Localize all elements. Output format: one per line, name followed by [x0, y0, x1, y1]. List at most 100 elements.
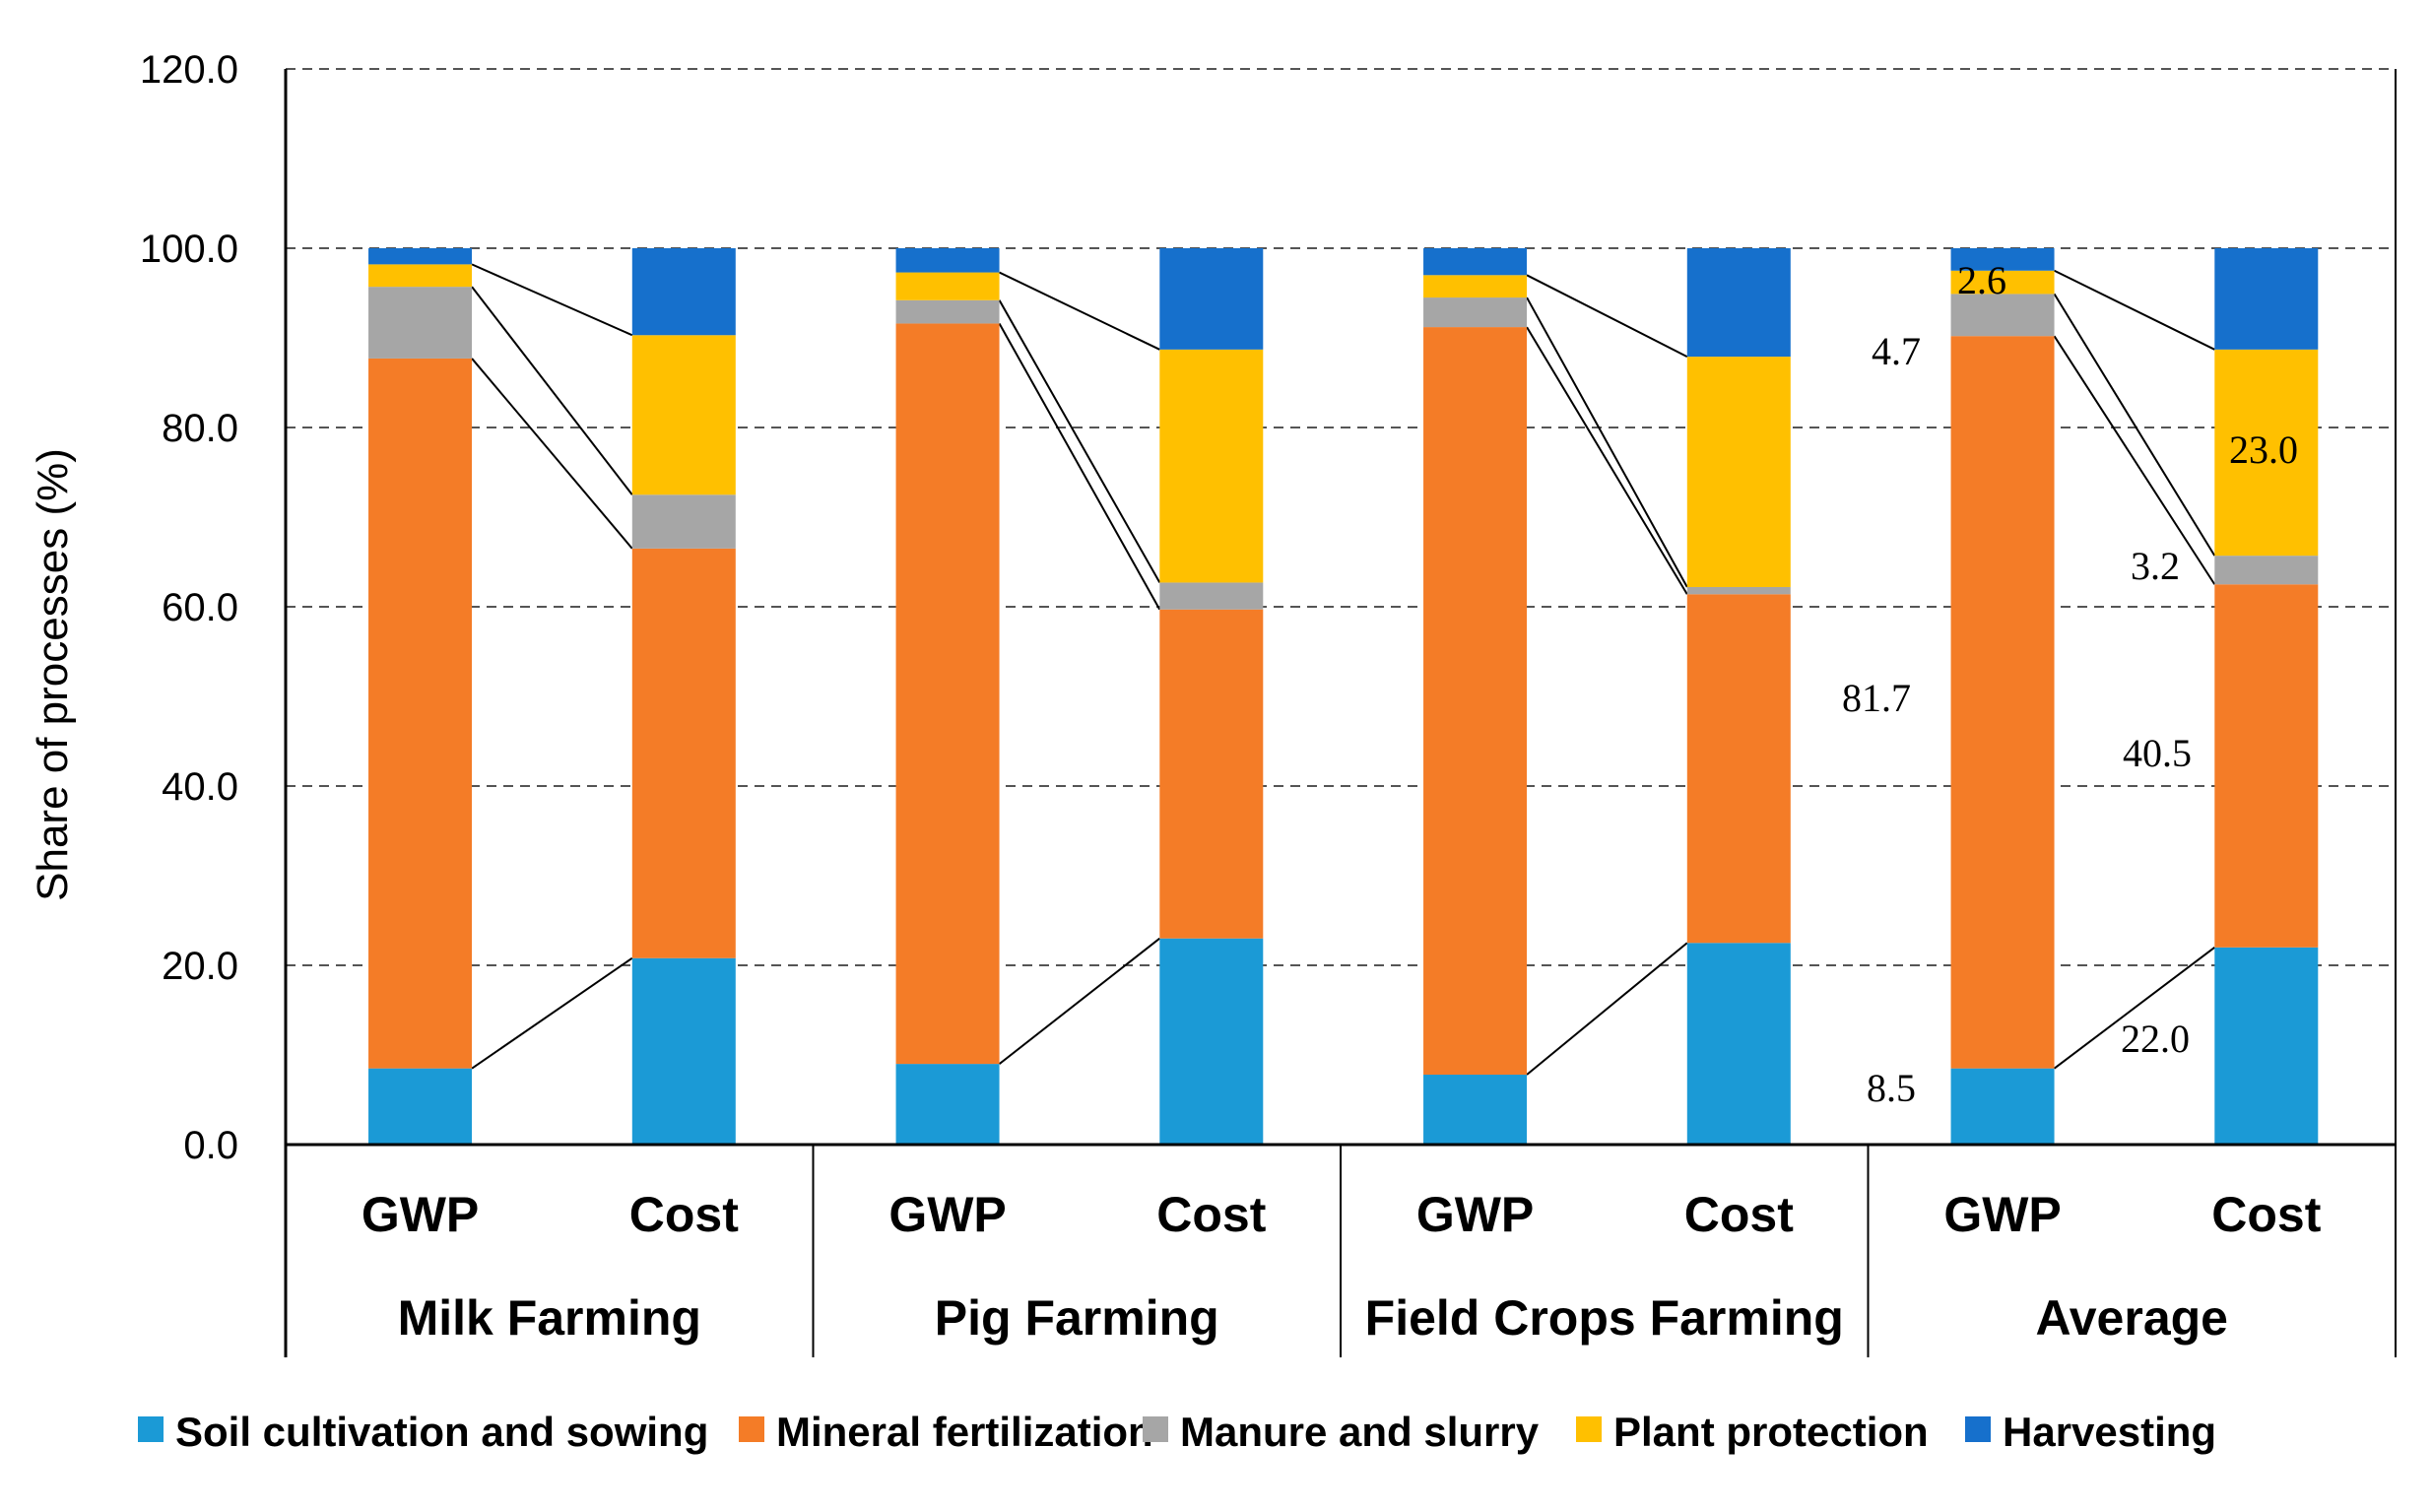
legend-label: Harvesting — [2003, 1409, 2216, 1455]
bar-segment — [1159, 582, 1264, 610]
plot-frame — [284, 69, 2397, 1357]
bar-segment — [1423, 1075, 1528, 1145]
legend-swatch — [1143, 1416, 1168, 1442]
x-metric-label: Cost — [629, 1187, 739, 1242]
legend-swatch — [739, 1416, 764, 1442]
bar-segment — [368, 287, 473, 359]
bar-segment — [2214, 584, 2319, 948]
x-metric-label: Cost — [2211, 1187, 2321, 1242]
bar-segment — [895, 1064, 1000, 1145]
connector-line — [1526, 942, 1688, 1076]
bar-segment — [2214, 556, 2319, 585]
bar-segment — [895, 299, 1000, 324]
bar-segment — [368, 358, 473, 1069]
bar-segment — [1159, 938, 1264, 1145]
x-group-label: Field Crops Farming — [1365, 1290, 1844, 1346]
bar-segment — [1159, 349, 1264, 583]
connector-line — [2054, 269, 2215, 351]
bar-segment — [895, 272, 1000, 300]
x-metric-label: Cost — [1156, 1187, 1266, 1242]
legend: Soil cultivation and sowing Mineral ferti… — [138, 1409, 2216, 1455]
bar-segment — [1423, 248, 1528, 276]
bar-segment — [1159, 609, 1264, 939]
bar-segment — [1686, 586, 1791, 595]
value-annotation: 81.7 — [1842, 676, 1911, 720]
bar-segment — [631, 957, 736, 1145]
value-annotation: 2.6 — [1957, 258, 2006, 302]
y-tick-label: 40.0 — [162, 765, 238, 809]
legend-swatch — [1576, 1416, 1602, 1442]
connector-line — [999, 271, 1160, 351]
y-tick-label: 80.0 — [162, 407, 238, 450]
legend-label: Plant protection — [1613, 1409, 1929, 1455]
bar-segment — [1686, 594, 1791, 944]
bar-segment — [1950, 270, 2055, 295]
bar-segment — [1686, 943, 1791, 1145]
bar-segment — [2214, 349, 2319, 557]
connector-line — [1526, 326, 1688, 595]
bar-segment — [1950, 1068, 2055, 1145]
bar-segment — [1686, 248, 1791, 358]
x-metric-label: GWP — [1416, 1187, 1534, 1242]
y-tick-label: 0.0 — [183, 1124, 238, 1167]
x-group-label: Milk Farming — [398, 1290, 701, 1346]
bar-segment — [368, 264, 473, 288]
connector-line — [2053, 947, 2215, 1070]
bar-segment — [1423, 297, 1528, 328]
y-tick-label: 60.0 — [162, 586, 238, 629]
x-metric-label: GWP — [1943, 1187, 2061, 1242]
connector-line — [2053, 335, 2216, 585]
bar-segment — [1950, 248, 2055, 271]
bar-segment — [895, 248, 1000, 273]
legend-swatch — [1965, 1416, 1991, 1442]
x-group-label: Average — [2036, 1290, 2228, 1346]
value-annotation: 4.7 — [1872, 329, 1921, 373]
bar-segment — [895, 323, 1000, 1065]
connector-line — [1526, 274, 1688, 359]
bar-segment — [631, 248, 736, 336]
x-group-label: Pig Farming — [935, 1290, 1219, 1346]
connector-line — [1526, 296, 1688, 588]
legend-swatch — [138, 1416, 164, 1442]
connector-line — [471, 286, 633, 495]
x-metric-label: Cost — [1684, 1187, 1794, 1242]
bars — [368, 248, 2319, 1145]
y-tick-label: 120.0 — [140, 48, 238, 92]
bar-segment — [631, 335, 736, 495]
bar-segment — [1159, 248, 1264, 350]
bar-segment — [368, 1068, 473, 1145]
value-annotation: 40.5 — [2123, 731, 2192, 775]
connector-line — [998, 299, 1161, 583]
connector-line — [998, 322, 1161, 611]
bar-segment — [1686, 357, 1791, 587]
value-annotation: 8.5 — [1867, 1066, 1916, 1110]
bar-segment — [2214, 248, 2319, 350]
value-annotations: 8.5 81.7 4.7 2.6 22.0 40.5 3.2 23.0 — [1842, 258, 2298, 1110]
x-metric-label: GWP — [362, 1187, 479, 1242]
bar-segment — [1423, 327, 1528, 1076]
y-tick-label: 100.0 — [140, 228, 238, 271]
value-annotation: 3.2 — [2131, 544, 2180, 588]
legend-label: Mineral fertilization — [776, 1409, 1153, 1455]
bar-segment — [631, 494, 736, 549]
connector-line — [471, 956, 633, 1070]
bar-segment — [1950, 294, 2055, 337]
bar-segment — [1950, 336, 2055, 1069]
legend-label: Soil cultivation and sowing — [175, 1409, 708, 1455]
bar-segment — [1423, 275, 1528, 298]
y-axis-label: Share of processes (%) — [29, 448, 77, 901]
legend-label: Manure and slurry — [1180, 1409, 1540, 1455]
bar-segment — [2214, 947, 2319, 1145]
connector-lines — [471, 263, 2216, 1076]
connector-line — [471, 263, 633, 337]
connector-line — [471, 358, 633, 550]
y-axis: 0.0 20.0 40.0 60.0 80.0 100.0 120.0 — [140, 48, 238, 1167]
value-annotation: 23.0 — [2229, 427, 2298, 472]
connector-line — [2053, 293, 2216, 557]
connector-line — [998, 937, 1160, 1065]
bar-segment — [368, 248, 473, 265]
x-axis-categories: GWP Cost Milk Farming GWP Cost Pig Farming GWP… — [362, 1187, 2322, 1346]
y-tick-label: 20.0 — [162, 945, 238, 988]
x-metric-label: GWP — [888, 1187, 1006, 1242]
